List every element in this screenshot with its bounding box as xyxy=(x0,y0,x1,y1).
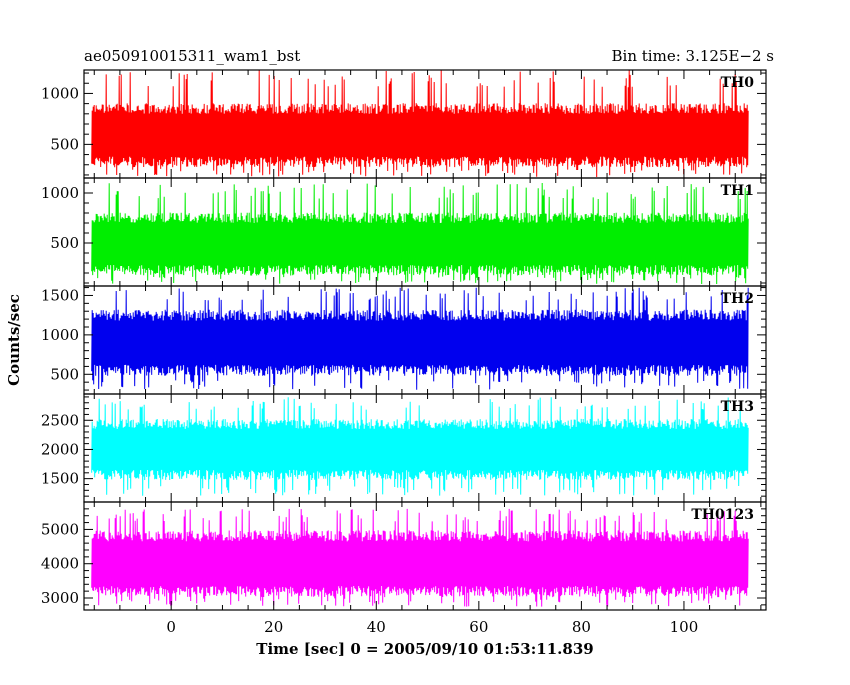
y-tick-label: 5000 xyxy=(41,520,79,538)
series-trace-th0 xyxy=(91,70,749,178)
x-tick-label: 0 xyxy=(166,618,176,636)
x-tick-label: 100 xyxy=(670,618,699,636)
panel-th3: 1500 2000 2500 TH3 xyxy=(41,393,767,503)
x-tick-label: 60 xyxy=(469,618,488,636)
chart-title-left: ae050910015311_wam1_bst xyxy=(84,47,300,65)
y-axis-label: Counts/sec xyxy=(5,294,23,386)
series-trace-th3 xyxy=(91,397,749,496)
series-trace-th0123 xyxy=(91,508,749,607)
panel-th0: 500 1000 TH0 xyxy=(41,69,767,179)
y-tick-label: 2000 xyxy=(41,440,79,458)
y-tick-label: 1500 xyxy=(41,286,79,304)
panel-frame xyxy=(83,501,767,611)
series-trace-th2 xyxy=(91,287,749,390)
panel-th1: 500 1000 TH1 xyxy=(41,177,767,287)
panel-label-th2: TH2 xyxy=(721,291,754,307)
panel-th2: 500 1000 1500 TH2 xyxy=(41,285,767,395)
y-tick-label: 500 xyxy=(50,234,79,252)
y-tick-label: 4000 xyxy=(41,555,79,573)
y-tick-label: 3000 xyxy=(41,589,79,607)
panel-label-th3: TH3 xyxy=(721,399,754,415)
y-tick-label: 1000 xyxy=(41,84,79,102)
y-tick-label: 1000 xyxy=(41,184,79,202)
panel-label-th0123: TH0123 xyxy=(691,507,754,523)
y-tick-label: 500 xyxy=(50,365,79,383)
x-tick-label: 40 xyxy=(367,618,386,636)
y-tick-label: 1000 xyxy=(41,326,79,344)
x-axis-label: Time [sec] 0 = 2005/09/10 01:53:11.839 xyxy=(256,640,593,658)
panel-label-th1: TH1 xyxy=(721,183,754,199)
y-tick-label: 2500 xyxy=(41,411,79,429)
series-trace-th1 xyxy=(91,182,749,285)
y-tick-label: 500 xyxy=(50,135,79,153)
chart-title-right: Bin time: 3.125E−2 s xyxy=(612,47,774,65)
panel-th0123: 3000 4000 5000 TH0123 xyxy=(41,501,767,611)
panel-label-th0: TH0 xyxy=(721,75,755,91)
y-tick-label: 1500 xyxy=(41,470,79,488)
x-tick-label: 20 xyxy=(264,618,283,636)
x-tick-label: 80 xyxy=(572,618,591,636)
